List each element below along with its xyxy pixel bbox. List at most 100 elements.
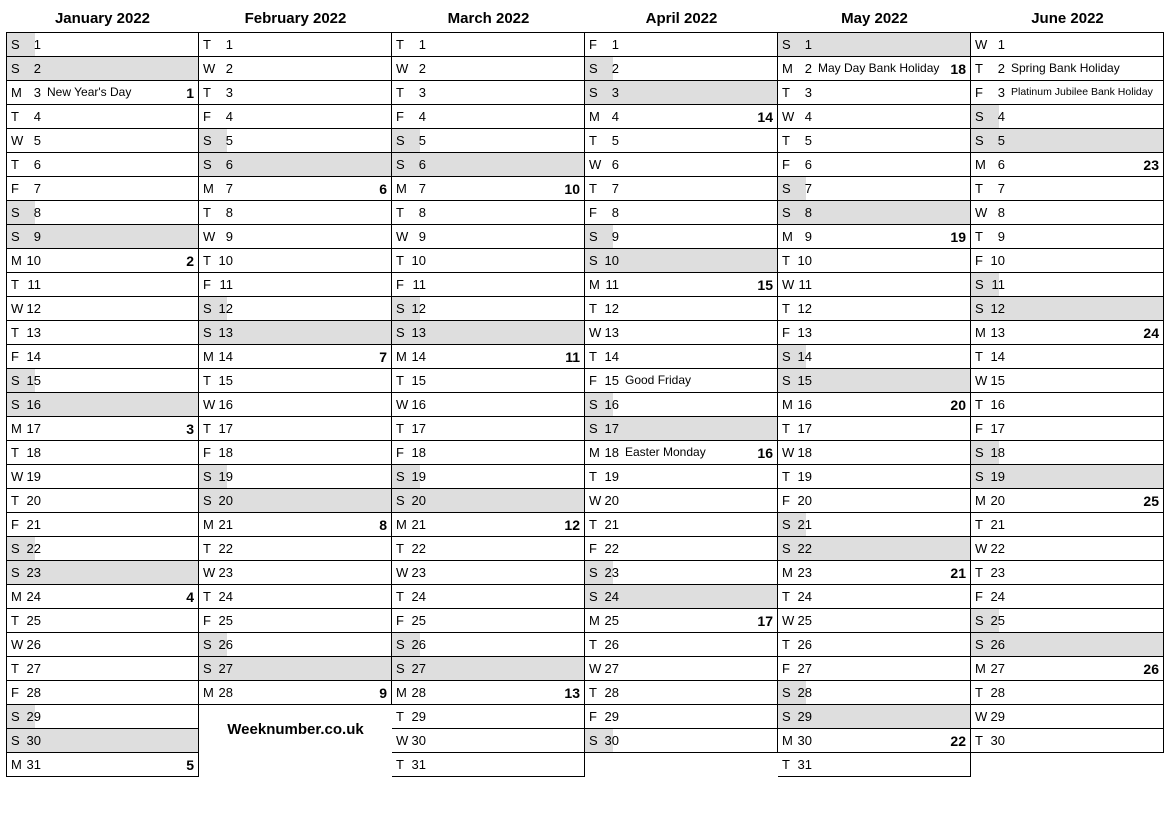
day-row: W23 — [392, 560, 585, 585]
day-number: 24 — [215, 589, 237, 604]
day-row: S21 — [778, 512, 971, 537]
day-number: 18 — [601, 445, 623, 460]
day-number: 20 — [794, 493, 816, 508]
day-row: M289 — [199, 680, 392, 705]
day-number: 10 — [794, 253, 816, 268]
day-number: 13 — [23, 325, 45, 340]
week-number: 19 — [946, 229, 966, 245]
day-row: T17 — [778, 416, 971, 441]
day-of-week: M — [396, 685, 408, 700]
day-number: 5 — [408, 133, 430, 148]
day-number: 18 — [987, 445, 1009, 460]
day-of-week: W — [975, 205, 987, 220]
day-number: 21 — [987, 517, 1009, 532]
day-row: M1115 — [585, 272, 778, 297]
day-row: T10 — [778, 248, 971, 273]
day-row: S26 — [971, 632, 1164, 657]
day-number: 14 — [601, 349, 623, 364]
day-of-week: T — [203, 373, 215, 388]
day-number: 28 — [408, 685, 430, 700]
day-number: 7 — [794, 181, 816, 196]
day-of-week: W — [396, 229, 408, 244]
day-row: M76 — [199, 176, 392, 201]
day-number: 22 — [987, 541, 1009, 556]
day-number: 19 — [408, 469, 430, 484]
day-of-week: S — [975, 637, 987, 652]
day-number: 17 — [987, 421, 1009, 436]
day-row: F18 — [392, 440, 585, 465]
day-row: W30 — [392, 728, 585, 753]
day-of-week: S — [396, 493, 408, 508]
day-number: 2 — [601, 61, 623, 76]
day-of-week: F — [11, 349, 23, 364]
day-row: W4 — [778, 104, 971, 129]
day-number: 25 — [987, 613, 1009, 628]
day-number: 3 — [794, 85, 816, 100]
month-column: May 2022S1M2May Day Bank Holiday18T3W4T5… — [778, 4, 971, 777]
day-number: 10 — [987, 253, 1009, 268]
day-row: T4 — [6, 104, 199, 129]
day-number: 4 — [215, 109, 237, 124]
day-of-week: T — [11, 493, 23, 508]
day-number: 24 — [408, 589, 430, 604]
day-number: 1 — [987, 37, 1009, 52]
day-of-week: T — [975, 349, 987, 364]
day-number: 4 — [23, 109, 45, 124]
day-number: 14 — [794, 349, 816, 364]
day-row: F3Platinum Jubilee Bank Holiday — [971, 80, 1164, 105]
day-row: T10 — [392, 248, 585, 273]
day-of-week: M — [782, 397, 794, 412]
day-number: 19 — [794, 469, 816, 484]
day-number: 16 — [601, 397, 623, 412]
day-number: 13 — [794, 325, 816, 340]
day-number: 20 — [601, 493, 623, 508]
day-row: F25 — [199, 608, 392, 633]
day-of-week: T — [975, 685, 987, 700]
day-row: S12 — [199, 296, 392, 321]
day-of-week: M — [396, 349, 408, 364]
day-number: 21 — [794, 517, 816, 532]
day-number: 21 — [23, 517, 45, 532]
day-number: 9 — [987, 229, 1009, 244]
holiday-label: May Day Bank Holiday — [816, 62, 946, 75]
day-number: 3 — [408, 85, 430, 100]
day-number: 26 — [23, 637, 45, 652]
day-row: S14 — [778, 344, 971, 369]
day-number: 3 — [987, 85, 1009, 100]
day-number: 10 — [408, 253, 430, 268]
day-row: M2025 — [971, 488, 1164, 513]
day-number: 18 — [23, 445, 45, 460]
day-row: M244 — [6, 584, 199, 609]
day-number: 26 — [794, 637, 816, 652]
day-row: M3New Year's Day1 — [6, 80, 199, 105]
day-number: 15 — [408, 373, 430, 388]
day-number: 27 — [408, 661, 430, 676]
day-of-week: T — [396, 757, 408, 772]
day-of-week: W — [11, 637, 23, 652]
month-column: February 2022T1W2T3F4S5S6M76T8W9T10F11S1… — [199, 4, 392, 777]
day-of-week: S — [11, 61, 23, 76]
day-row: F6 — [778, 152, 971, 177]
week-number: 8 — [375, 517, 387, 533]
day-of-week: T — [203, 589, 215, 604]
day-of-week: M — [975, 493, 987, 508]
day-number: 9 — [23, 229, 45, 244]
month-title: June 2022 — [971, 4, 1164, 33]
day-number: 20 — [23, 493, 45, 508]
day-of-week: S — [11, 373, 23, 388]
day-row: S29 — [778, 704, 971, 729]
day-of-week: S — [782, 709, 794, 724]
day-row: F28 — [6, 680, 199, 705]
day-row: S23 — [585, 560, 778, 585]
day-of-week: F — [203, 277, 215, 292]
day-of-week: T — [396, 205, 408, 220]
day-of-week: M — [203, 181, 215, 196]
day-of-week: M — [589, 613, 601, 628]
day-of-week: W — [975, 541, 987, 556]
day-number: 16 — [794, 397, 816, 412]
day-of-week: W — [396, 397, 408, 412]
day-number: 11 — [23, 277, 45, 292]
day-of-week: T — [782, 301, 794, 316]
day-number: 17 — [408, 421, 430, 436]
day-of-week: F — [396, 613, 408, 628]
